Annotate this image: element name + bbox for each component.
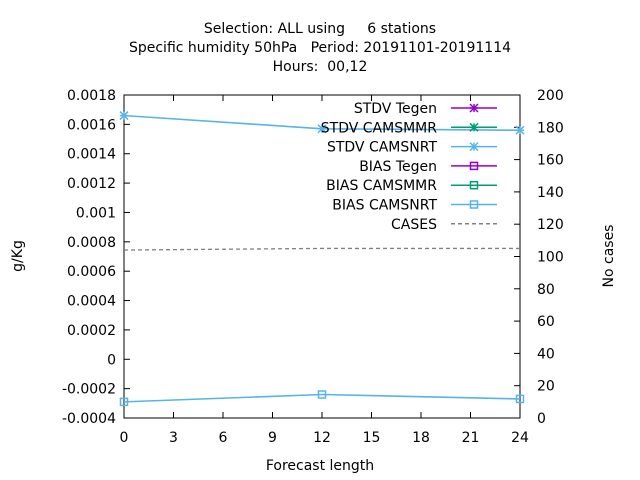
legend: STDV Tegen STDV CAMSMMR STDV CAMSNRT BIAS T… xyxy=(321,101,497,233)
star-marker xyxy=(515,125,525,135)
star-marker xyxy=(469,103,479,113)
y-tick-label: 0.0006 xyxy=(67,264,116,280)
square-marker xyxy=(469,200,479,209)
legend-label: STDV CAMSMMR xyxy=(321,120,437,136)
title-line: Specific humidity 50hPa Period: 20191101… xyxy=(129,40,511,56)
x-tick-label: 15 xyxy=(363,430,381,446)
y2-axis-label: No cases xyxy=(601,225,617,288)
y-tick-label: 0.0016 xyxy=(67,117,116,133)
square-marker xyxy=(515,394,525,404)
x-tick-label: 6 xyxy=(219,430,228,446)
y-tick-label: 0.001 xyxy=(76,205,116,221)
legend-label: STDV Tegen xyxy=(354,101,437,117)
title-line: Hours: 00,12 xyxy=(273,59,368,75)
x-tick-label: 0 xyxy=(120,430,129,446)
y-tick-label: 0.0004 xyxy=(67,294,116,310)
legend-label: CASES xyxy=(391,217,437,233)
y-axis: -0.0004 -0.0002 0 0.0002 0.0004 0.0006 0.0008 0… xyxy=(62,88,130,427)
y2-tick-label: 160 xyxy=(537,153,564,169)
series-line xyxy=(123,393,521,403)
y2-tick-label: 120 xyxy=(537,217,564,233)
y2-tick-label: 40 xyxy=(537,346,555,362)
square-marker xyxy=(317,390,327,399)
star-marker xyxy=(119,111,129,121)
series-layer xyxy=(119,111,525,407)
y-tick-label: 0.0012 xyxy=(67,176,116,192)
square-marker xyxy=(469,161,479,171)
x-tick-label: 24 xyxy=(511,430,529,446)
y2-tick-label: 20 xyxy=(537,379,555,395)
y2-tick-label: 140 xyxy=(537,185,564,201)
x-axis-label: Forecast length xyxy=(266,458,374,474)
y2-tick-label: 60 xyxy=(537,314,555,330)
y-axis-label: g/Kg xyxy=(10,240,26,272)
chart-title: Selection: ALL using 6 stations Specific … xyxy=(129,21,511,75)
series-cases xyxy=(123,247,520,251)
y-tick-label: 0.0018 xyxy=(67,88,116,104)
y-tick-label: -0.0002 xyxy=(62,382,116,398)
x-tick-label: 12 xyxy=(313,430,331,446)
y2-tick-label: 200 xyxy=(537,88,564,104)
y2-tick-label: 80 xyxy=(537,282,555,298)
x-tick-label: 9 xyxy=(268,430,277,446)
y-tick-label: 0.0008 xyxy=(67,235,116,251)
x-tick-label: 18 xyxy=(412,430,430,446)
x-tick-label: 21 xyxy=(462,430,480,446)
x-axis: 0 3 6 9 12 15 18 21 24 xyxy=(120,95,529,446)
y2-tick-label: 100 xyxy=(537,250,564,266)
star-marker xyxy=(469,142,479,152)
y-tick-label: 0 xyxy=(107,352,116,368)
legend-label: BIAS CAMSNRT xyxy=(332,198,437,214)
y-tick-label: 0.0002 xyxy=(67,323,116,339)
y2-tick-label: 180 xyxy=(537,120,564,136)
y-tick-label: -0.0004 xyxy=(62,411,116,427)
series-bias-camsnrt xyxy=(119,390,525,407)
legend-label: STDV CAMSNRT xyxy=(327,140,438,156)
series-line xyxy=(123,247,520,251)
y2-axis: 0 20 40 60 80 100 120 140 160 180 200 xyxy=(514,88,564,427)
star-marker xyxy=(317,124,327,134)
plot-frame xyxy=(123,94,521,419)
title-line: Selection: ALL using 6 stations xyxy=(204,21,436,37)
y-tick-label: 0.0014 xyxy=(67,147,116,163)
star-marker xyxy=(469,122,479,132)
square-marker xyxy=(119,397,129,407)
x-tick-label: 3 xyxy=(169,430,178,446)
legend-label: BIAS CAMSMMR xyxy=(326,178,437,194)
legend-label: BIAS Tegen xyxy=(359,159,437,175)
square-marker xyxy=(469,180,479,190)
y2-tick-label: 0 xyxy=(537,411,546,427)
series-stdv-camsnrt xyxy=(119,111,525,135)
